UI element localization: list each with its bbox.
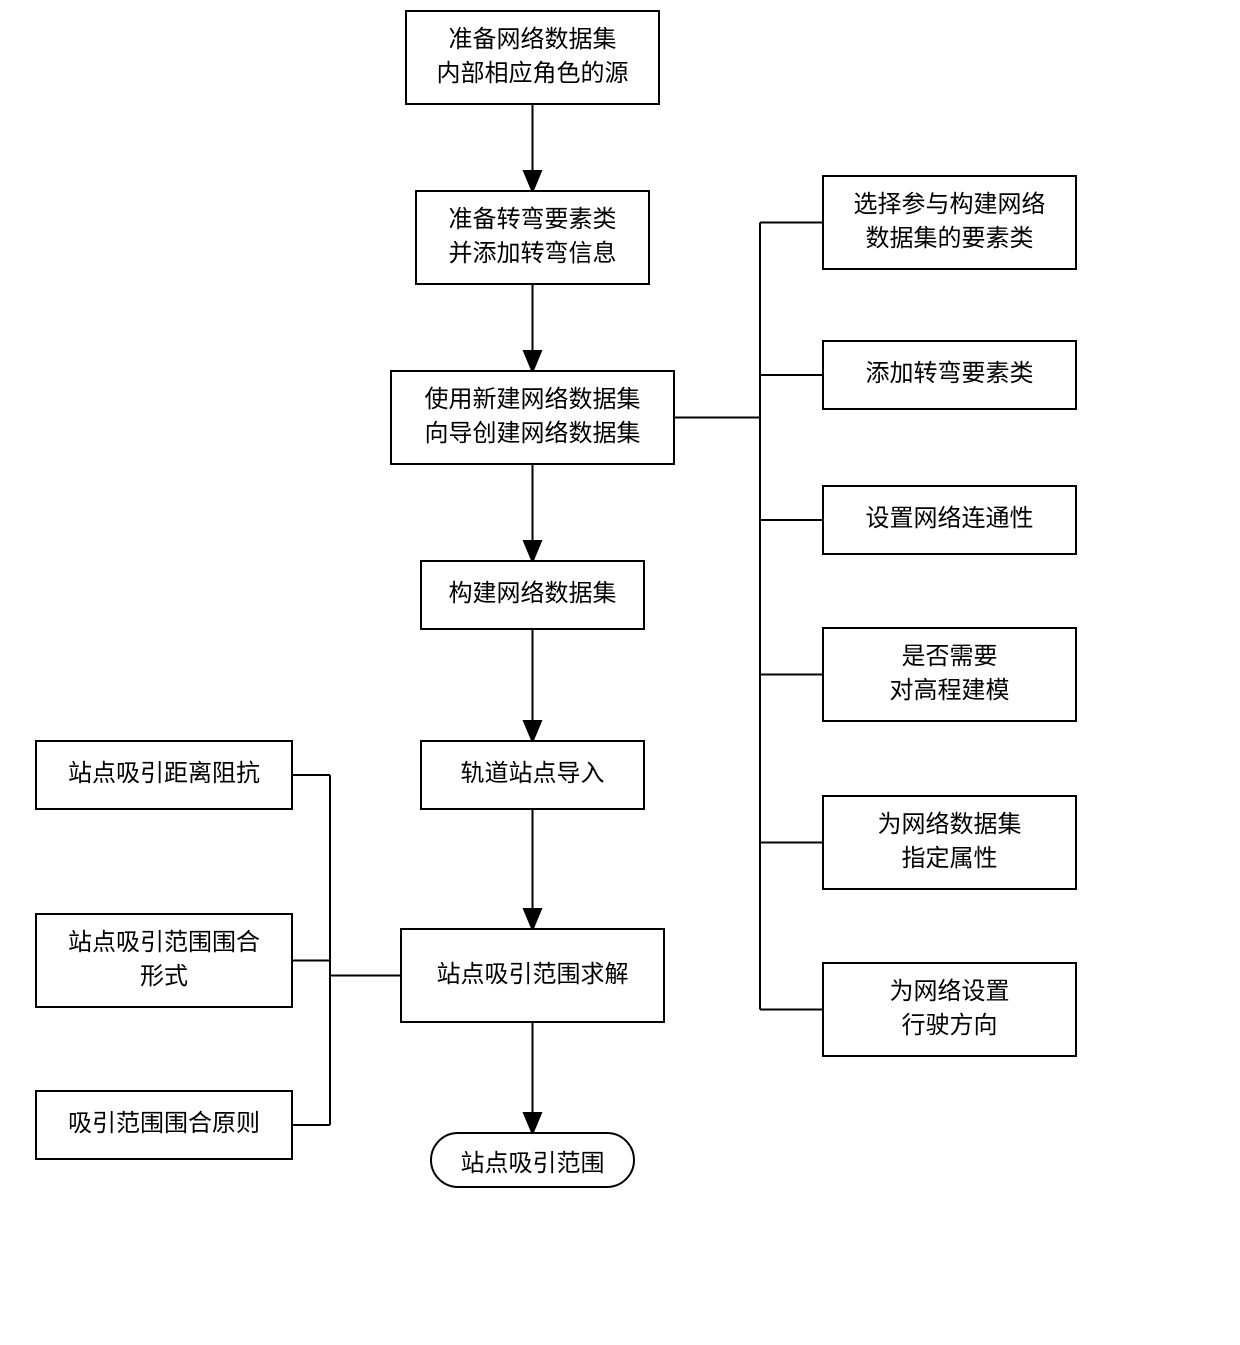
- node-label: 站点吸引范围: [461, 1143, 605, 1178]
- node-label: 准备网络数据集 内部相应角色的源: [437, 24, 629, 91]
- flowchart-node-r4: 是否需要 对高程建模: [822, 627, 1077, 722]
- node-label: 添加转弯要素类: [866, 358, 1034, 392]
- node-label: 轨道站点导入: [461, 758, 605, 792]
- node-label: 准备转弯要素类 并添加转弯信息: [449, 204, 617, 271]
- node-label: 站点吸引距离阻抗: [68, 758, 260, 792]
- node-label: 站点吸引范围求解: [437, 959, 629, 993]
- flowchart-node-n1: 准备网络数据集 内部相应角色的源: [405, 10, 660, 105]
- node-label: 构建网络数据集: [449, 578, 617, 612]
- flowchart-node-n4: 构建网络数据集: [420, 560, 645, 630]
- flowchart-node-r3: 设置网络连通性: [822, 485, 1077, 555]
- flowchart-node-n3: 使用新建网络数据集 向导创建网络数据集: [390, 370, 675, 465]
- node-label: 吸引范围围合原则: [68, 1108, 260, 1142]
- flowchart-node-n5: 轨道站点导入: [420, 740, 645, 810]
- flowchart-node-n2: 准备转弯要素类 并添加转弯信息: [415, 190, 650, 285]
- flowchart-node-r1: 选择参与构建网络 数据集的要素类: [822, 175, 1077, 270]
- flowchart-node-n7: 站点吸引范围: [430, 1132, 635, 1188]
- node-label: 是否需要 对高程建模: [890, 641, 1010, 708]
- flowchart-node-n6: 站点吸引范围求解: [400, 928, 665, 1023]
- node-label: 为网络设置 行驶方向: [890, 976, 1010, 1043]
- node-label: 使用新建网络数据集 向导创建网络数据集: [425, 384, 641, 451]
- flowchart-node-l3: 吸引范围围合原则: [35, 1090, 293, 1160]
- flowchart-node-l2: 站点吸引范围围合 形式: [35, 913, 293, 1008]
- flowchart-node-r6: 为网络设置 行驶方向: [822, 962, 1077, 1057]
- node-label: 选择参与构建网络 数据集的要素类: [854, 189, 1046, 256]
- flowchart-node-r2: 添加转弯要素类: [822, 340, 1077, 410]
- node-label: 为网络数据集 指定属性: [878, 809, 1022, 876]
- node-label: 站点吸引范围围合 形式: [68, 927, 260, 994]
- node-label: 设置网络连通性: [866, 503, 1034, 537]
- flowchart-node-r5: 为网络数据集 指定属性: [822, 795, 1077, 890]
- flowchart-node-l1: 站点吸引距离阻抗: [35, 740, 293, 810]
